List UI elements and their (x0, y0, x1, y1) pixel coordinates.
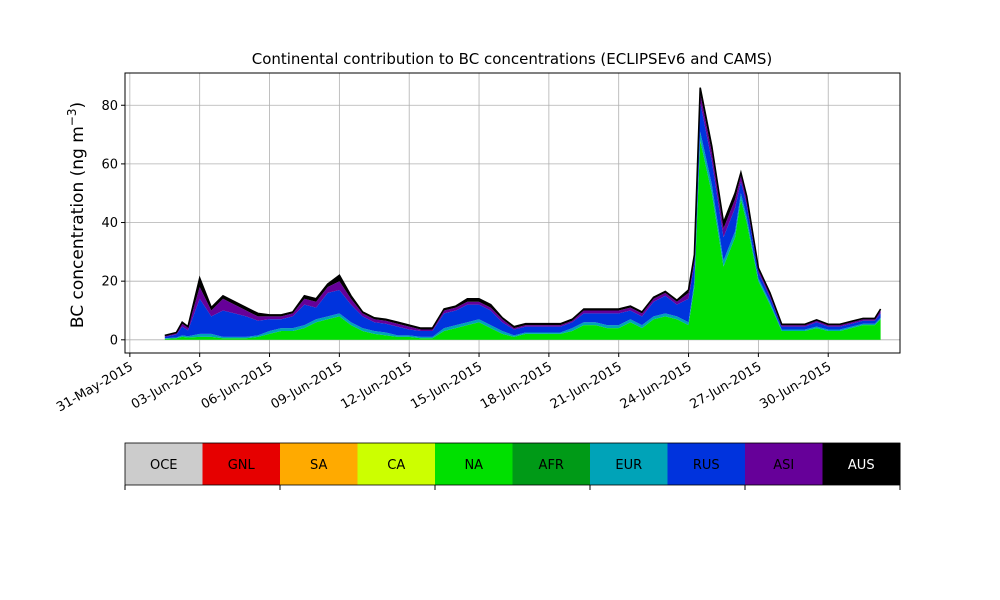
x-tick-label: 09-Jun-2015 (269, 359, 346, 412)
area-aus (164, 87, 881, 336)
colorbar-swatch-gnl (202, 443, 281, 485)
y-tick-label: 20 (101, 275, 118, 290)
colorbar-swatch-aus (822, 443, 901, 485)
colorbar-swatch-na (435, 443, 513, 485)
x-tick-label: 21-Jun-2015 (548, 359, 625, 412)
x-tick-label: 31-May-2015 (54, 359, 136, 415)
colorbar-swatch-asi (745, 443, 823, 485)
x-tick-label: 18-Jun-2015 (478, 359, 555, 412)
colorbar-label-ca: CA (387, 458, 405, 473)
colorbar-swatch-afr (512, 443, 591, 485)
colorbar-swatch-rus (667, 443, 746, 485)
x-tick-label: 24-Jun-2015 (618, 359, 695, 412)
area-asi (164, 93, 881, 337)
x-tick-label: 03-Jun-2015 (129, 359, 206, 412)
x-tick-label: 30-Jun-2015 (757, 359, 834, 412)
total-outline (164, 87, 882, 337)
colorbar-swatch-oce (125, 443, 203, 485)
colorbar-swatch-eur (590, 443, 668, 485)
chart-title: Continental contribution to BC concentra… (252, 50, 773, 68)
colorbar-label-aus: AUS (848, 458, 875, 473)
x-tick-label: 12-Jun-2015 (338, 359, 415, 412)
colorbar-label-gnl: GNL (228, 458, 256, 473)
colorbar-label-afr: AFR (539, 458, 564, 473)
colorbar-label-eur: EUR (615, 458, 642, 473)
axes: 0 20 40 60 80 31-May-201503-Jun-201506-Jun-20… (54, 72, 901, 415)
area-na (164, 140, 881, 340)
colorbar-swatch-ca (357, 443, 436, 485)
y-tick-label: 80 (101, 99, 118, 114)
y-tick-label: 40 (101, 216, 118, 231)
colorbar-label-na: NA (464, 458, 483, 473)
y-axis-label-close: ) (68, 102, 88, 109)
colorbar-label-rus: RUS (693, 458, 720, 473)
colorbar-label-asi: ASI (773, 458, 794, 473)
y-tick-label: 60 (101, 157, 118, 172)
y-axis-label-main: BC concentration (ng m (68, 126, 88, 328)
colorbar-frame (124, 442, 901, 486)
x-tick-label: 27-Jun-2015 (688, 359, 765, 412)
x-tick-label: 06-Jun-2015 (199, 359, 276, 412)
region-colorbar: OCE GNL SA CA NA AFR EUR RUS ASI AUS (124, 442, 901, 490)
x-tick-label: 15-Jun-2015 (408, 359, 485, 412)
plot-frame (124, 72, 901, 354)
colorbar-label-oce: OCE (150, 458, 178, 473)
y-axis-label: BC concentration (ng m−3) (65, 102, 88, 328)
area-rus (164, 102, 881, 339)
stacked-areas (164, 87, 882, 340)
y-tick-label: 0 (110, 333, 118, 348)
y-axis-label-exponent: −3 (65, 108, 79, 126)
colorbar-label-sa: SA (310, 458, 327, 473)
colorbar-swatch-sa (280, 443, 358, 485)
